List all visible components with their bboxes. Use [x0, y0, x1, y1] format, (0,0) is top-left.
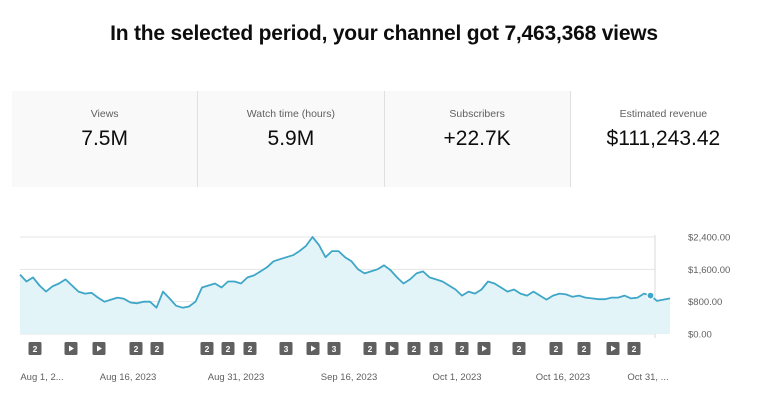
metric-card-watch-time[interactable]: Watch time (hours) 5.9M	[198, 91, 385, 187]
y-tick-label: $2,400.00	[688, 233, 730, 244]
count-marker	[221, 342, 235, 355]
marker-count: 2	[412, 344, 417, 354]
play-icon	[611, 345, 616, 352]
metric-label: Views	[90, 108, 119, 120]
play-icon	[69, 345, 74, 352]
marker-count: 2	[248, 344, 253, 354]
count-marker	[200, 342, 214, 355]
count-marker	[512, 342, 526, 355]
count-marker	[363, 342, 377, 355]
play-icon	[390, 345, 395, 352]
metric-label: Estimated revenue	[619, 108, 708, 120]
count-marker	[455, 342, 469, 355]
metric-card-subscribers[interactable]: Subscribers +22.7K	[384, 91, 571, 187]
metric-label: Watch time (hours)	[246, 108, 336, 120]
marker-count: 3	[434, 344, 439, 354]
count-marker	[577, 342, 591, 355]
marker-count: 2	[134, 344, 139, 354]
play-icon	[97, 345, 102, 352]
count-marker	[327, 342, 341, 355]
metric-label: Subscribers	[449, 108, 505, 120]
y-tick-label: $0.00	[688, 330, 712, 341]
marker-count: 2	[517, 344, 522, 354]
marker-count: 2	[205, 344, 210, 354]
count-marker	[279, 342, 293, 355]
metric-value: $111,243.42	[606, 127, 721, 150]
metric-value: 7.5M	[81, 127, 128, 150]
count-marker	[429, 342, 443, 355]
marker-count: 2	[226, 344, 231, 354]
y-tick-label: $800.00	[688, 297, 722, 308]
count-marker	[150, 342, 164, 355]
page-title: In the selected period, your channel got…	[110, 22, 658, 45]
count-marker	[129, 342, 143, 355]
metric-card-views[interactable]: Views 7.5M	[12, 91, 199, 187]
marker-count: 2	[368, 344, 373, 354]
marker-count: 2	[460, 344, 465, 354]
x-tick-label: Aug 31, 2023	[208, 372, 265, 383]
count-marker	[407, 342, 421, 355]
marker-count: 2	[582, 344, 587, 354]
marker-count: 3	[332, 344, 337, 354]
x-tick-label: Aug 16, 2023	[100, 372, 157, 383]
y-tick-label: $1,600.00	[688, 265, 730, 276]
metric-value: +22.7K	[443, 127, 511, 150]
play-icon	[311, 345, 316, 352]
series-line	[19, 236, 671, 309]
count-marker	[549, 342, 563, 355]
x-tick-label: Oct 16, 2023	[536, 372, 590, 383]
metric-card-estimated-revenue[interactable]: Estimated revenue $111,243.42	[570, 91, 756, 187]
revenue-chart: $2,400.00 $1,600.00 $800.00 $0.00 2 2 2 2 2 2 3 3 2 2…	[19, 233, 730, 383]
x-tick-label: Oct 31, ...	[627, 372, 668, 383]
marker-count: 2	[33, 344, 38, 354]
marker-count: 2	[632, 344, 637, 354]
metric-cards: Views 7.5M Watch time (hours) 5.9M Subsc…	[12, 91, 756, 187]
x-tick-label: Aug 1, 2...	[20, 372, 63, 383]
count-marker	[28, 342, 42, 355]
marker-count: 2	[554, 344, 559, 354]
series-area	[20, 237, 670, 334]
x-tick-label: Sep 16, 2023	[321, 372, 378, 383]
x-tick-label: Oct 1, 2023	[432, 372, 481, 383]
marker-count: 2	[155, 344, 160, 354]
marker-count: 3	[284, 344, 289, 354]
play-icon	[482, 345, 487, 352]
count-marker	[627, 342, 641, 355]
metric-value: 5.9M	[267, 127, 315, 150]
count-marker	[243, 342, 257, 355]
highlight-point	[646, 291, 655, 300]
